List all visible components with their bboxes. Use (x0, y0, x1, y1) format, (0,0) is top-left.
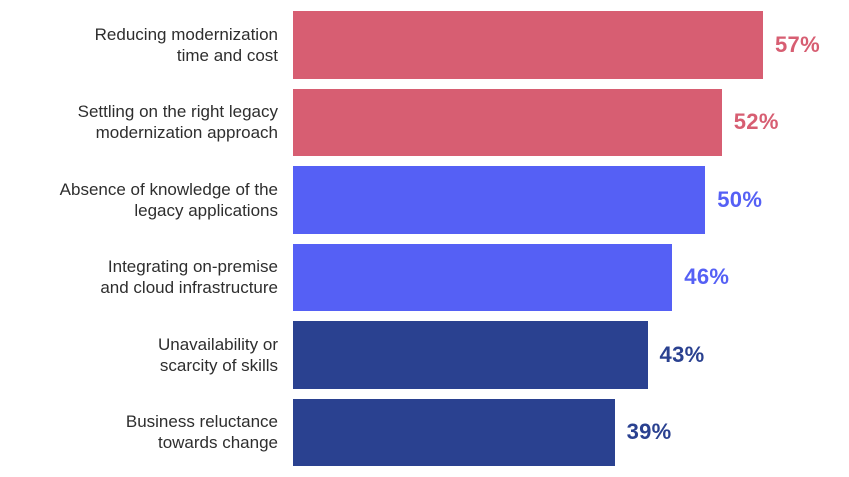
value-label: 50% (717, 186, 763, 212)
category-label-text: Settling on the right legacy modernizati… (77, 102, 278, 143)
chart-row: Reducing modernization time and cost 57% (0, 11, 849, 79)
value-label: 57% (775, 31, 820, 57)
category-label: Business reluctance towards change (0, 399, 293, 467)
chart-row: Business reluctance towards change 39% (0, 398, 849, 467)
bar (293, 88, 722, 156)
category-label: Settling on the right legacy modernizati… (0, 89, 293, 157)
bar (293, 398, 615, 466)
category-label: Integrating on-premise and cloud infrast… (0, 244, 293, 312)
value-label: 39% (626, 419, 672, 445)
value-label: 43% (659, 341, 705, 367)
chart-row: Settling on the right legacy modernizati… (0, 88, 849, 157)
value-label: 52% (733, 109, 779, 135)
category-label-text: Business reluctance towards change (125, 412, 278, 453)
horizontal-bar-chart: Reducing modernization time and cost 57%… (0, 11, 849, 467)
value-label: 46% (684, 264, 730, 290)
chart-row: Unavailability or scarcity of skills 43% (0, 321, 849, 389)
category-label-text: Unavailability or scarcity of skills (158, 334, 278, 375)
bar (293, 11, 763, 79)
bar (293, 243, 673, 311)
bar (293, 321, 648, 389)
bar (293, 166, 706, 234)
category-label-text: Integrating on-premise and cloud infrast… (100, 257, 278, 298)
category-label: Reducing modernization time and cost (0, 11, 293, 79)
chart-row: Absence of knowledge of the legacy appli… (0, 166, 849, 234)
category-label-text: Absence of knowledge of the legacy appli… (59, 179, 278, 220)
chart-row: Integrating on-premise and cloud infrast… (0, 243, 849, 312)
category-label: Absence of knowledge of the legacy appli… (0, 166, 293, 234)
category-label-text: Reducing modernization time and cost (94, 24, 278, 65)
category-label: Unavailability or scarcity of skills (0, 321, 293, 389)
